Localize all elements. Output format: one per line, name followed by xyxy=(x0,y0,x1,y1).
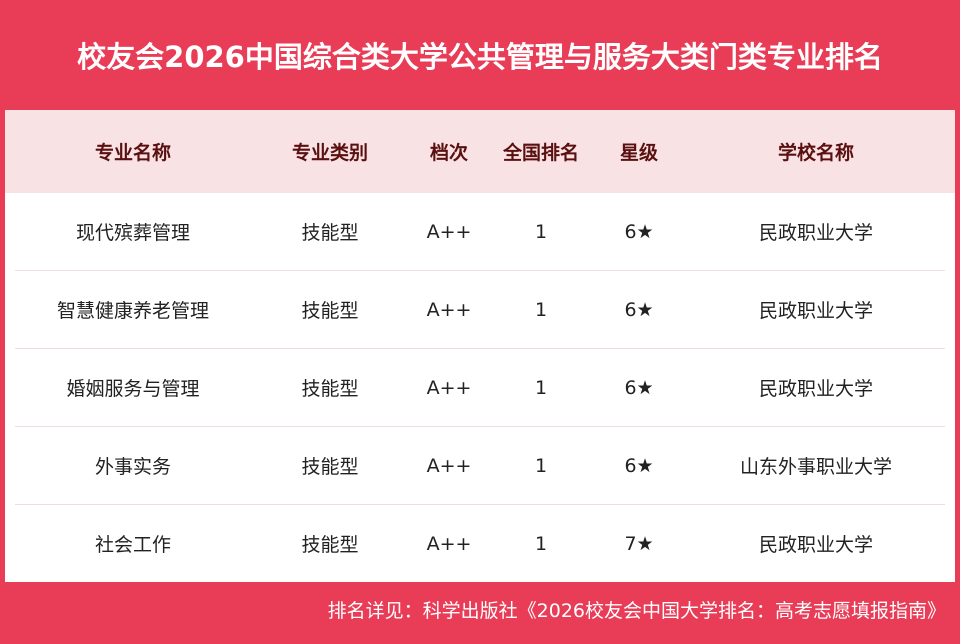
cell-major-name: 婚姻服务与管理 xyxy=(66,378,200,400)
table-header: 专业名称 专业类别 档次 全国排名 星级 学校名称 xyxy=(5,110,955,193)
cell-national-rank: 1 xyxy=(534,298,548,321)
cell-national-rank: 1 xyxy=(534,220,548,243)
table-row: 智慧健康养老管理 技能型 A++ 1 6★ 民政职业大学 xyxy=(15,271,945,349)
column-header-national-rank: 全国排名 xyxy=(502,142,580,164)
source-note: 排名详见：科学出版社《2026校友会中国大学排名：高考志愿填报指南》 xyxy=(327,600,946,622)
cell-school-name: 民政职业大学 xyxy=(758,378,874,400)
cell-major-type: 技能型 xyxy=(301,222,359,244)
cell-national-rank: 1 xyxy=(534,454,548,477)
cell-major-name: 智慧健康养老管理 xyxy=(56,300,210,322)
cell-major-type: 技能型 xyxy=(301,534,359,556)
cell-major-type: 技能型 xyxy=(301,456,359,478)
cell-star-level: 7★ xyxy=(624,532,654,555)
cell-star-level: 6★ xyxy=(624,298,654,321)
cell-national-rank: 1 xyxy=(534,376,548,399)
page-title: 校友会2026中国综合类大学公共管理与服务大类门类专业排名 xyxy=(77,40,883,74)
cell-school-name: 民政职业大学 xyxy=(758,222,874,244)
cell-grade: A++ xyxy=(426,532,472,555)
cell-major-name: 现代殡葬管理 xyxy=(75,222,191,244)
cell-major-type: 技能型 xyxy=(301,378,359,400)
cell-major-name: 社会工作 xyxy=(94,534,172,556)
cell-major-name: 外事实务 xyxy=(94,456,172,478)
column-header-major-type: 专业类别 xyxy=(291,142,369,164)
column-header-major-name: 专业名称 xyxy=(94,142,172,164)
table-row: 现代殡葬管理 技能型 A++ 1 6★ 民政职业大学 xyxy=(15,193,945,271)
cell-grade: A++ xyxy=(426,220,472,243)
cell-school-name: 民政职业大学 xyxy=(758,534,874,556)
column-header-grade: 档次 xyxy=(429,142,469,164)
column-header-school-name: 学校名称 xyxy=(777,142,855,164)
table-row: 婚姻服务与管理 技能型 A++ 1 6★ 民政职业大学 xyxy=(15,349,945,427)
cell-grade: A++ xyxy=(426,454,472,477)
cell-national-rank: 1 xyxy=(534,532,548,555)
cell-star-level: 6★ xyxy=(624,454,654,477)
cell-major-type: 技能型 xyxy=(301,300,359,322)
cell-school-name: 民政职业大学 xyxy=(758,300,874,322)
cell-grade: A++ xyxy=(426,298,472,321)
table-row: 外事实务 技能型 A++ 1 6★ 山东外事职业大学 xyxy=(15,427,945,505)
table-row: 社会工作 技能型 A++ 1 7★ 民政职业大学 xyxy=(15,505,945,582)
cell-grade: A++ xyxy=(426,376,472,399)
cell-school-name: 山东外事职业大学 xyxy=(739,456,893,478)
column-header-star-level: 星级 xyxy=(619,142,659,164)
cell-star-level: 6★ xyxy=(624,220,654,243)
cell-star-level: 6★ xyxy=(624,376,654,399)
ranking-table: 专业名称 专业类别 档次 全国排名 星级 学校名称 现代殡葬管理 技能型 A++ 1 6★ 民政职业… xyxy=(5,110,955,582)
